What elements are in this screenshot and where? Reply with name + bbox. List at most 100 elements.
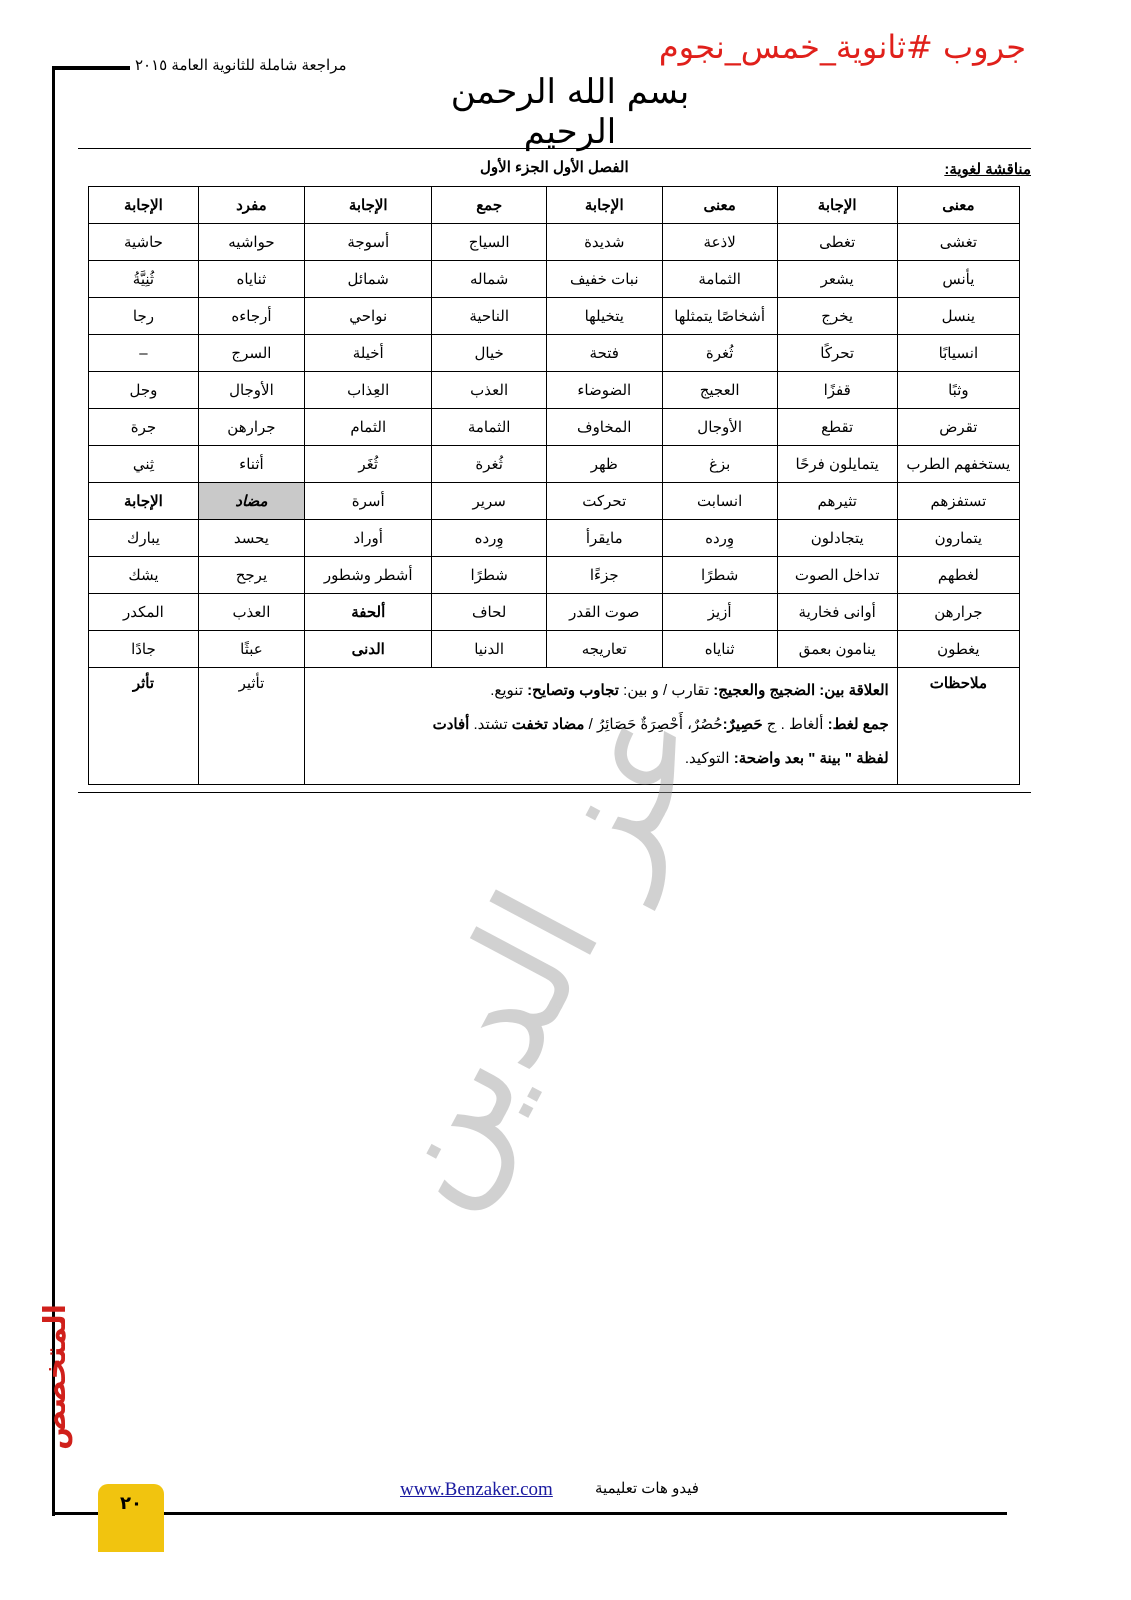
- table-row: تقرض تقطع الأوجال المخاوف الثمامة الثمام جراره…: [88, 408, 1021, 446]
- header-rule: [52, 66, 130, 70]
- table-cell: لحاف: [431, 593, 547, 631]
- table-cell: أوانى فخارية: [776, 593, 898, 631]
- footer-rule: [52, 1512, 1007, 1515]
- table-cell: تحركًا: [776, 334, 898, 372]
- table-cell: انسابت: [661, 482, 778, 520]
- table-cell: ثناياه: [197, 260, 306, 298]
- column-header: الإجابة: [545, 186, 663, 224]
- table-cell: –: [88, 334, 199, 372]
- notes-text: العلاقة بين: الضجيج والعجيج: تقارب / و ب…: [304, 667, 898, 785]
- notes-cell: تأثير: [197, 667, 306, 785]
- table-cell: تستفزهم: [896, 482, 1021, 520]
- table-cell: أثناء: [197, 445, 306, 483]
- table-cell: ينامون بعمق: [776, 630, 898, 668]
- table-cell: نواحي: [303, 297, 433, 335]
- table-cell: ثُغرة: [661, 334, 778, 372]
- table-cell: ثُغرة: [431, 445, 547, 483]
- table-cell: الدنيا: [431, 630, 547, 668]
- section-title: الفصل الأول الجزء الأول: [480, 159, 629, 176]
- table-cell: أزيز: [661, 593, 778, 631]
- table-cell: يخرج: [776, 297, 898, 335]
- table-cell: جرارهن: [197, 408, 306, 446]
- table-row: ينسل يخرج أشخاصًا يتمثلها يتخيلها الناحية نوا…: [88, 297, 1021, 335]
- group-banner: جروب #ثانوية_خمس_نجوم: [658, 28, 1026, 66]
- table-cell: الدنى: [303, 630, 433, 668]
- notes-fragment: حُصُرٌ، أَحْصِرَةٌ حَصَائِرُ /: [584, 716, 723, 733]
- table-cell: يتمارون: [896, 519, 1021, 557]
- table-cell: مضاد: [197, 482, 306, 520]
- column-header: الإجابة: [88, 186, 199, 224]
- table-cell: شطرًا: [661, 556, 778, 594]
- table-cell: بزغ: [661, 445, 778, 483]
- section-label: مناقشة لغوية:: [944, 161, 1031, 178]
- table-cell: ثُغَر: [303, 445, 433, 483]
- table-row: جرارهن أوانى فخارية أزيز صوت القدر لحاف ألحفة…: [88, 593, 1021, 631]
- table-cell: انسيابًا: [896, 334, 1021, 372]
- table-cell: وِرده: [431, 519, 547, 557]
- table-cell: وجل: [88, 371, 199, 409]
- table-cell: عبثًا: [197, 630, 306, 668]
- website-link[interactable]: www.Benzaker.com: [400, 1479, 553, 1500]
- table-cell: ينسل: [896, 297, 1021, 335]
- table-cell: تداخل الصوت: [776, 556, 898, 594]
- basmala-calligraphy: بسم الله الرحمن الرحيم: [450, 72, 690, 152]
- table-cell: تغشى: [896, 223, 1021, 261]
- table-cell: أسرة: [303, 482, 433, 520]
- table-cell: شمائل: [303, 260, 433, 298]
- table-cell: يأنس: [896, 260, 1021, 298]
- divider: [78, 792, 1031, 793]
- table-cell: خيال: [431, 334, 547, 372]
- notes-line: العلاقة بين: الضجيج والعجيج: تقارب / و ب…: [309, 674, 889, 708]
- table-cell: جرة: [88, 408, 199, 446]
- table-row: تستفزهم تثيرهم انسابت تحركت سرير أسرة مضاد الإج…: [88, 482, 1021, 520]
- table-cell: جرارهن: [896, 593, 1021, 631]
- table-cell: يبارك: [88, 519, 199, 557]
- column-header: مفرد: [197, 186, 306, 224]
- table-cell: ألحفة: [303, 593, 433, 631]
- table-cell: لغطهم: [896, 556, 1021, 594]
- table-cell: شطرًا: [431, 556, 547, 594]
- notes-line: لفظة " بينة " بعد واضحة: التوكيد.: [309, 742, 889, 776]
- notes-fragment: جمع لغط:: [827, 716, 889, 733]
- table-cell: الأوجال: [661, 408, 778, 446]
- table-cell: السرج: [197, 334, 306, 372]
- table-cell: تغطى: [776, 223, 898, 261]
- table-cell: الثمام: [303, 408, 433, 446]
- notes-fragment: التوكيد.: [684, 750, 734, 767]
- table-row: يأنس يشعر الثمامة نبات خفيف شماله شمائل ثناياه…: [88, 260, 1021, 298]
- column-header: الإجابة: [776, 186, 898, 224]
- table-cell: صوت القدر: [545, 593, 663, 631]
- notes-fragment: تشتد.: [469, 716, 512, 733]
- table-cell: أخيلة: [303, 334, 433, 372]
- table-cell: نبات خفيف: [545, 260, 663, 298]
- table-cell: شماله: [431, 260, 547, 298]
- table-cell: يرجح: [197, 556, 306, 594]
- notes-fragment: لفظة " بينة " بعد واضحة:: [733, 750, 889, 767]
- table-row: لغطهم تداخل الصوت شطرًا جزءًا شطرًا أشطر وشطو…: [88, 556, 1021, 594]
- divider: [78, 148, 1031, 149]
- column-header: الإجابة: [303, 186, 433, 224]
- table-cell: يشك: [88, 556, 199, 594]
- table-cell: أرجاءه: [197, 297, 306, 335]
- table-cell: يشعر: [776, 260, 898, 298]
- table-cell: يحسد: [197, 519, 306, 557]
- side-label: المتخصص: [38, 1303, 73, 1450]
- notes-fragment: تجاوب وتصايح:: [527, 682, 619, 699]
- notes-fragment: أفادت: [432, 716, 470, 733]
- column-header: معنى: [896, 186, 1021, 224]
- table-cell: رجا: [88, 297, 199, 335]
- table-cell: الإجابة: [88, 482, 199, 520]
- table-cell: تقطع: [776, 408, 898, 446]
- table-cell: حواشيه: [197, 223, 306, 261]
- table-cell: الناحية: [431, 297, 547, 335]
- table-cell: جزءًا: [545, 556, 663, 594]
- table-cell: مايقرأ: [545, 519, 663, 557]
- table-cell: ثِني: [88, 445, 199, 483]
- table-cell: الثمامة: [431, 408, 547, 446]
- table-cell: تحركت: [545, 482, 663, 520]
- vocabulary-table: معنى الإجابة معنى الإجابة جمع الإجابة مفرد الإج…: [88, 186, 1021, 785]
- table-cell: حاشية: [88, 223, 199, 261]
- table-row: وثبًا قفزًا العجيج الضوضاء العذب العِذاب الأوج…: [88, 371, 1021, 409]
- table-cell: العِذاب: [303, 371, 433, 409]
